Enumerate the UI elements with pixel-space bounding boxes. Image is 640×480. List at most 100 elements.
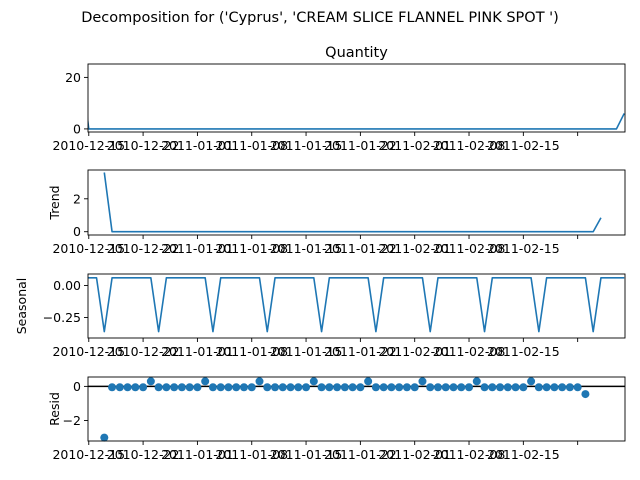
y-axis-label: Trend [47,185,62,220]
x-tick-label: 2011-02-01 [378,344,451,359]
x-tick-label: 2011-02-08 [433,344,506,359]
data-point [387,383,396,392]
data-point [356,383,365,392]
data-point [534,383,543,392]
data-point [131,383,140,392]
data-point [100,433,109,442]
data-point [519,383,528,392]
data-point [488,383,497,392]
x-tick-label: 2011-02-08 [433,447,506,462]
x-tick-label: 2011-02-15 [487,241,560,256]
data-point [379,383,388,392]
data-point [348,383,357,392]
data-point [146,377,155,386]
data-point [177,383,186,392]
x-tick-label: 2010-12-22 [107,344,180,359]
figure-title: Decomposition for ('Cyprus', 'CREAM SLIC… [81,10,559,26]
data-point [294,383,303,392]
y-tick-label: −0.25 [43,310,81,325]
x-tick-label: 2011-02-01 [378,241,451,256]
x-tick-label: 2011-01-22 [324,344,397,359]
data-point [208,383,217,392]
x-tick-label: 2010-12-15 [52,344,125,359]
data-point [340,383,349,392]
data-point [441,383,450,392]
data-point [255,377,264,386]
data-point [418,377,427,386]
data-point [278,383,287,392]
data-point [170,383,179,392]
data-point [449,383,458,392]
data-point [565,383,574,392]
x-tick-label: 2011-01-01 [161,138,234,153]
x-tick-label: 2010-12-22 [107,447,180,462]
x-tick-label: 2010-12-15 [52,138,125,153]
y-tick-label: 20 [65,70,81,85]
x-tick-label: 2011-01-22 [324,138,397,153]
data-point [309,377,318,386]
data-point [465,383,474,392]
series-line [88,113,625,130]
x-tick-label: 2011-02-01 [378,138,451,153]
subplot-1: 2010-12-152010-12-222011-01-012011-01-08… [52,45,626,153]
data-point [193,383,202,392]
y-tick-label: 0 [73,379,81,394]
data-point [472,377,481,386]
x-tick-label: 2010-12-22 [107,138,180,153]
data-point [426,383,435,392]
data-point [364,377,373,386]
x-tick-label: 2011-01-15 [270,447,343,462]
x-tick-label: 2011-01-15 [270,344,343,359]
data-point [162,383,171,392]
data-point [496,383,505,392]
x-tick-label: 2010-12-15 [52,241,125,256]
data-point [216,383,225,392]
data-point [573,383,582,392]
series-line [88,277,625,333]
data-point [247,383,256,392]
x-tick-label: 2011-02-15 [487,447,560,462]
data-point [527,377,536,386]
y-tick-label: 0 [73,224,81,239]
x-tick-label: 2011-01-08 [215,447,288,462]
data-point [325,383,334,392]
data-point [503,383,512,392]
y-axis-label: Seasonal [14,278,29,335]
data-point [550,383,559,392]
data-point [542,383,551,392]
data-point [511,383,520,392]
subplot-4: 2010-12-152010-12-222011-01-012011-01-08… [47,376,626,462]
x-tick-label: 2010-12-15 [52,447,125,462]
data-point [402,383,411,392]
data-point [139,383,148,392]
data-point [371,383,380,392]
data-point [286,383,295,392]
x-tick-label: 2011-02-15 [487,344,560,359]
axes-frame [87,376,626,442]
y-tick-label: −2 [63,413,81,428]
subplot-title: Quantity [325,45,388,61]
data-point [480,383,489,392]
data-point [154,383,163,392]
data-point [581,390,590,399]
x-tick-label: 2011-01-15 [270,241,343,256]
data-point [333,383,342,392]
subplot-3: 2010-12-152010-12-222011-01-012011-01-08… [14,273,626,359]
data-point [224,383,233,392]
data-point [115,383,124,392]
y-tick-label: 0.00 [53,278,81,293]
data-point [185,383,194,392]
data-point [433,383,442,392]
data-point [232,383,241,392]
data-point [395,383,404,392]
x-tick-label: 2011-01-15 [270,138,343,153]
data-point [317,383,326,392]
x-tick-label: 2011-01-08 [215,138,288,153]
x-tick-label: 2011-01-08 [215,344,288,359]
x-tick-label: 2011-01-01 [161,344,234,359]
axes-frame [87,169,626,236]
y-tick-label: 0 [73,121,81,136]
data-point [239,383,248,392]
x-tick-label: 2011-01-01 [161,241,234,256]
